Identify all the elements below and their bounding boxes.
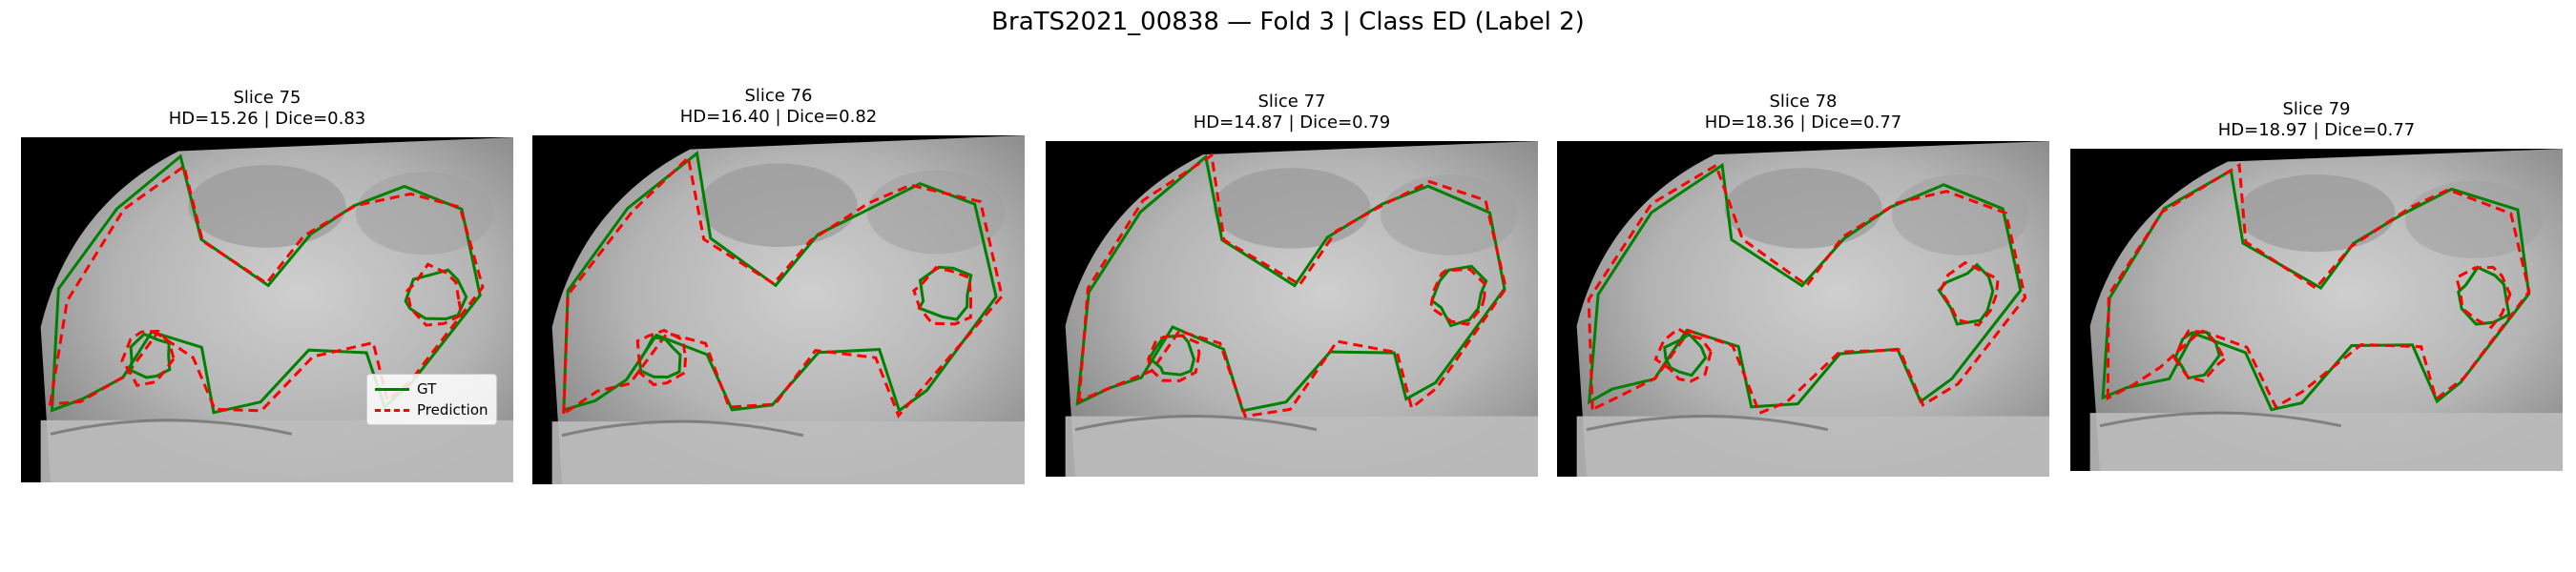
prediction-contour [1587, 163, 2027, 416]
slice-panel-79: Slice 79 HD=18.97 | Dice=0.77 [2070, 99, 2563, 484]
metrics-label: HD=14.87 | Dice=0.79 [1193, 112, 1391, 133]
prediction-contour [562, 154, 1004, 419]
slice-label: Slice 77 [1257, 92, 1326, 112]
ground-truth-contour [2457, 265, 2511, 326]
cortex-region [866, 170, 1006, 255]
panel-title: Slice 78 HD=18.36 | Dice=0.77 [1557, 92, 2049, 133]
tentorium-line [1074, 415, 1318, 432]
tentorium-line [50, 419, 293, 436]
metrics-label: HD=18.36 | Dice=0.77 [1704, 112, 1902, 133]
cortex-region [2404, 180, 2544, 258]
metrics-label: HD=16.40 | Dice=0.82 [679, 107, 878, 127]
prediction-contour [2106, 162, 2531, 409]
tentorium-line [2099, 411, 2342, 428]
prediction-line-swatch [375, 408, 409, 412]
legend-entry-prediction: Prediction [375, 399, 488, 420]
slice-label: Slice 75 [233, 88, 301, 108]
slice-label: Slice 79 [2282, 99, 2351, 119]
ventricle-region [1213, 168, 1371, 249]
ground-truth-contour [917, 265, 973, 321]
ventricle-region [699, 163, 858, 248]
slice-label: Slice 76 [744, 86, 813, 106]
slice-panel-78: Slice 78 HD=18.36 | Dice=0.77 [1557, 92, 2049, 486]
panel-title: Slice 76 HD=16.40 | Dice=0.82 [532, 86, 1025, 128]
slice-panel-75: Slice 75 HD=15.26 | Dice=0.83 GT Predict… [21, 88, 513, 488]
prediction-contour [912, 266, 973, 326]
metrics-label: HD=18.97 | Dice=0.77 [2217, 120, 2416, 140]
cortex-region [355, 172, 494, 255]
ground-truth-contour [1587, 162, 2023, 409]
ground-truth-contour [1075, 153, 1506, 413]
mri-slice-image [1557, 141, 2049, 477]
ventricle-region [2237, 174, 2396, 253]
mri-slice-image [532, 135, 1025, 484]
prediction-contour [48, 163, 485, 413]
mri-slice-image [1046, 141, 1538, 477]
legend-gt-label: GT [417, 380, 437, 398]
legend-prediction-label: Prediction [417, 401, 488, 419]
ventricle-region [1724, 168, 1882, 249]
gt-line-swatch [375, 387, 409, 391]
tentorium-line [561, 419, 804, 438]
metrics-label: HD=15.26 | Dice=0.83 [168, 109, 366, 129]
prediction-contour [1429, 267, 1486, 326]
prediction-contour [1653, 327, 1713, 383]
tentorium-line [1586, 415, 1829, 432]
slice-label: Slice 78 [1769, 92, 1838, 112]
prediction-contour [405, 262, 464, 327]
mri-slice-image [21, 137, 513, 482]
slice-panel-76: Slice 76 HD=16.40 | Dice=0.82 [532, 86, 1025, 486]
ground-truth-contour [50, 153, 482, 415]
panel-title: Slice 75 HD=15.26 | Dice=0.83 [21, 88, 513, 130]
prediction-contour [120, 329, 176, 387]
figure-title: BraTS2021_00838 — Fold 3 | Class ED (Lab… [991, 8, 1585, 36]
mri-slice-image [2070, 149, 2563, 471]
ground-truth-contour [1663, 332, 1708, 378]
slice-panel-77: Slice 77 HD=14.87 | Dice=0.79 [1046, 92, 1538, 486]
ventricle-region [188, 164, 346, 248]
legend: GT Prediction [366, 374, 497, 425]
prediction-contour [635, 328, 688, 387]
prediction-contour [2172, 329, 2227, 383]
prediction-contour [1077, 153, 1508, 419]
ground-truth-contour [1937, 262, 1995, 326]
panel-title: Slice 77 HD=14.87 | Dice=0.79 [1046, 92, 1538, 133]
legend-entry-gt: GT [375, 378, 488, 399]
panel-title: Slice 79 HD=18.97 | Dice=0.77 [2070, 99, 2563, 141]
prediction-contour [2455, 265, 2512, 330]
prediction-contour [1147, 334, 1201, 382]
cortex-region [1380, 174, 1519, 255]
ground-truth-contour [404, 268, 468, 321]
